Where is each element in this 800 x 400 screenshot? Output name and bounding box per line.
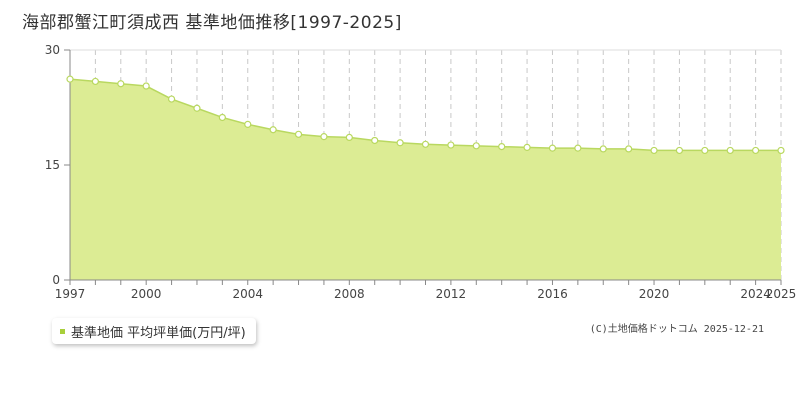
copyright-credit: (C)土地価格ドットコム 2025-12-21 <box>589 324 764 335</box>
data-point <box>91 77 99 86</box>
legend-swatch <box>60 328 65 334</box>
data-point <box>498 143 506 151</box>
data-point <box>548 144 557 152</box>
data-point <box>752 146 760 155</box>
data-point <box>396 139 404 147</box>
y-tick-label: 0 <box>52 273 60 287</box>
data-point <box>294 130 303 138</box>
x-tick-label: 2024 <box>740 287 771 301</box>
x-tick-label: 1997 <box>55 287 86 301</box>
data-points <box>66 75 785 155</box>
data-point <box>625 145 633 153</box>
data-point <box>421 140 430 148</box>
data-point <box>218 113 226 122</box>
area-fill <box>70 79 781 280</box>
data-point <box>244 120 252 128</box>
legend-label: 基準地価 平均坪単価(万円/坪) <box>71 325 246 341</box>
data-point <box>142 82 150 90</box>
data-point <box>523 143 531 151</box>
data-point <box>66 75 74 83</box>
data-point <box>675 146 684 155</box>
data-point <box>701 146 709 155</box>
x-tick-label: 2012 <box>436 287 467 301</box>
data-point <box>472 142 480 150</box>
tick-labels: 0 15 30 1997 2000 2004 2008 2012 2016 2020 2024202… <box>45 43 797 301</box>
data-point <box>167 95 176 103</box>
data-point <box>193 104 201 112</box>
x-tick-label: 2016 <box>537 287 568 301</box>
x-tick-label: 2000 <box>131 287 162 301</box>
data-point <box>726 146 734 155</box>
data-point <box>117 80 125 88</box>
data-point <box>345 133 353 141</box>
data-point <box>777 146 785 155</box>
chart-title: 海部郡蟹江町須成西 基準地価推移[1997-2025] <box>22 8 402 33</box>
y-tick-label: 30 <box>45 43 60 57</box>
legend: 基準地価 平均坪単価(万円/坪) <box>52 318 256 344</box>
x-tick-label: 2025 <box>766 287 797 301</box>
data-point <box>371 136 379 145</box>
x-tick-label: 2008 <box>334 287 365 301</box>
x-tick-label: 2020 <box>639 287 670 301</box>
data-point <box>599 145 607 153</box>
x-tick-label: 2004 <box>232 287 263 301</box>
title-subject: 基準地価推移[1997-2025] <box>185 13 402 33</box>
y-tick-label: 15 <box>45 158 60 172</box>
data-point <box>650 146 658 155</box>
data-point <box>574 144 582 152</box>
area-series <box>69 78 781 280</box>
data-point <box>447 141 455 149</box>
title-location: 海部郡蟹江町須成西 <box>22 13 180 33</box>
data-point <box>320 133 328 141</box>
axes <box>64 49 782 285</box>
data-point <box>269 126 277 134</box>
